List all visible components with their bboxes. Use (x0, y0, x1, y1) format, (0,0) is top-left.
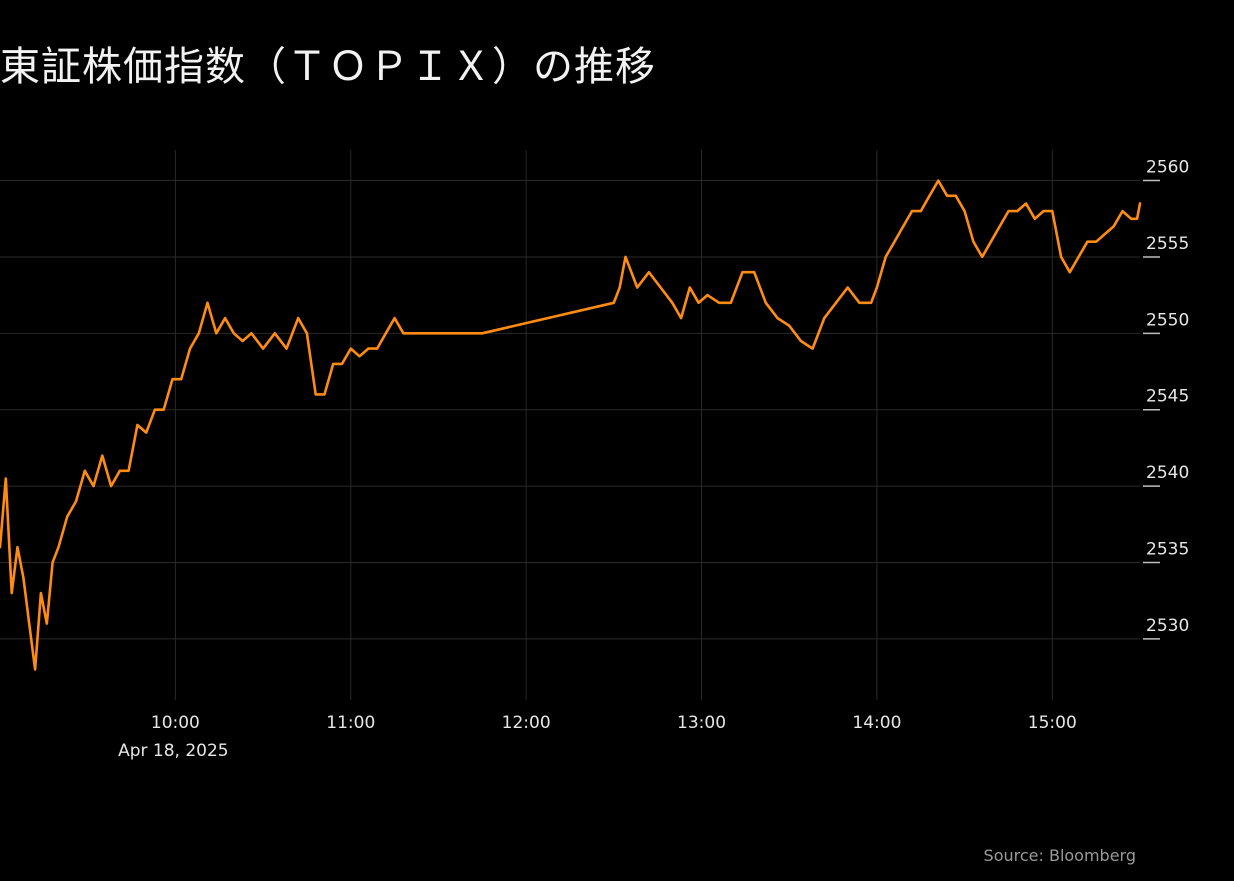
x-tick-label-2: 12:00 (502, 713, 551, 733)
y-axis-ticks: 2530 2535 2540 2545 2550 2555 2560 (1143, 158, 1189, 640)
x-tick-label-4: 14:00 (852, 713, 901, 733)
x-axis-date-label: Apr 18, 2025 (118, 741, 229, 761)
y-tick-label-6: 2560 (1146, 158, 1189, 178)
chart-title: 東証株価指数（ＴＯＰＩＸ）の推移 (0, 44, 656, 90)
x-tick-label-1: 11:00 (326, 713, 375, 733)
y-tick-label-2: 2540 (1146, 463, 1189, 483)
series-line-topix (0, 179, 1142, 671)
y-tick-label-1: 2535 (1146, 540, 1189, 560)
horizontal-gridlines (0, 180, 1140, 640)
x-tick-label-5: 15:00 (1028, 713, 1077, 733)
x-tick-label-0: 10:00 (151, 713, 200, 733)
x-tick-label-3: 13:00 (677, 713, 726, 733)
x-axis-ticks: 10:00 11:00 12:00 13:00 14:00 15:00 (151, 713, 1077, 733)
y-tick-label-4: 2550 (1146, 310, 1189, 330)
y-tick-label-3: 2545 (1146, 387, 1189, 407)
y-tick-label-5: 2555 (1146, 234, 1189, 254)
y-tick-label-0: 2530 (1146, 616, 1189, 636)
vertical-gridlines (174, 150, 1053, 700)
source-note: Source: Bloomberg (983, 846, 1136, 865)
